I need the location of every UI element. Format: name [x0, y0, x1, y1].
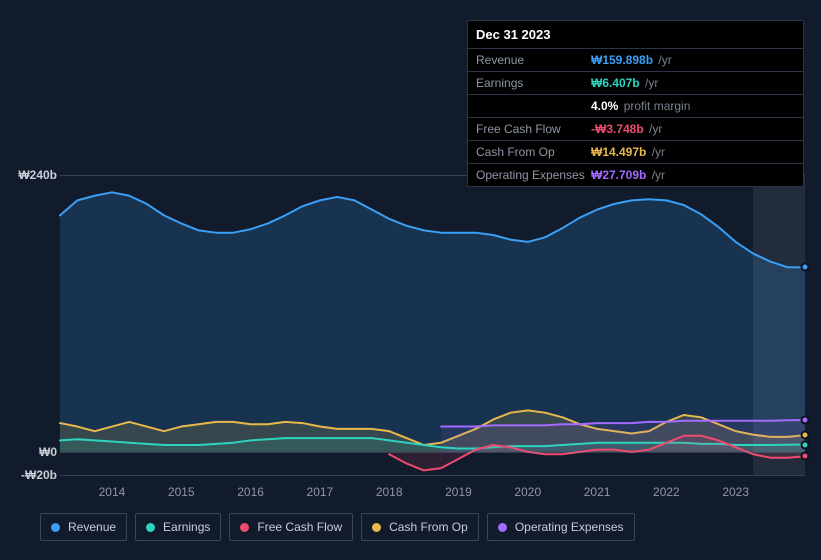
legend-swatch-icon: [146, 523, 155, 532]
x-tick-label: 2016: [237, 485, 264, 499]
legend-label: Free Cash Flow: [257, 520, 342, 534]
legend-label: Earnings: [163, 520, 210, 534]
legend-label: Operating Expenses: [515, 520, 624, 534]
tooltip-row: Free Cash Flow-₩3.748b /yr: [468, 117, 803, 140]
tooltip-unit: /yr: [646, 122, 663, 136]
x-tick-label: 2015: [168, 485, 195, 499]
tooltip-label: Revenue: [476, 53, 591, 67]
chart-tooltip: Dec 31 2023 Revenue₩159.898b /yrEarnings…: [467, 20, 804, 187]
tooltip-unit: /yr: [642, 76, 659, 90]
legend-item[interactable]: Revenue: [40, 513, 127, 541]
legend-item[interactable]: Cash From Op: [361, 513, 479, 541]
tooltip-row: Earnings₩6.407b /yr: [468, 71, 803, 94]
tooltip-extra-value: 4.0%: [591, 99, 618, 113]
y-tick-label: ₩0: [15, 445, 57, 459]
tooltip-label: Earnings: [476, 76, 591, 90]
x-tick-label: 2023: [722, 485, 749, 499]
legend-swatch-icon: [240, 523, 249, 532]
chart-svg: [60, 175, 805, 475]
gridline: [60, 452, 805, 453]
series-end-marker: [801, 431, 810, 440]
tooltip-row: Operating Expenses₩27.709b /yr: [468, 163, 803, 186]
legend-item[interactable]: Earnings: [135, 513, 221, 541]
tooltip-unit: /yr: [648, 168, 665, 182]
x-tick-label: 2019: [445, 485, 472, 499]
x-tick-label: 2020: [514, 485, 541, 499]
legend-item[interactable]: Free Cash Flow: [229, 513, 353, 541]
legend-label: Cash From Op: [389, 520, 468, 534]
tooltip-value: ₩14.497b: [591, 145, 646, 159]
series-end-marker: [801, 415, 810, 424]
tooltip-unit: /yr: [655, 53, 672, 67]
tooltip-label: Free Cash Flow: [476, 122, 591, 136]
tooltip-label: Operating Expenses: [476, 168, 591, 182]
legend-swatch-icon: [51, 523, 60, 532]
gridline: [60, 475, 805, 476]
legend-swatch-icon: [498, 523, 507, 532]
y-tick-label: -₩20b: [15, 468, 57, 482]
legend-label: Revenue: [68, 520, 116, 534]
tooltip-value: ₩159.898b: [591, 53, 653, 67]
legend-item[interactable]: Operating Expenses: [487, 513, 635, 541]
y-tick-label: ₩240b: [15, 168, 57, 182]
tooltip-unit: /yr: [648, 145, 665, 159]
series-end-marker: [801, 440, 810, 449]
tooltip-value: ₩27.709b: [591, 168, 646, 182]
tooltip-row: Cash From Op₩14.497b /yr: [468, 140, 803, 163]
tooltip-value: -₩3.748b: [591, 122, 644, 136]
x-tick-label: 2017: [307, 485, 334, 499]
x-axis: 2014 2015 2016 2017 2018 2019 2020 2021 2022 2023: [60, 485, 805, 503]
tooltip-extra-label: profit margin: [620, 99, 690, 113]
tooltip-row: Revenue₩159.898b /yr: [468, 48, 803, 71]
tooltip-value: ₩6.407b: [591, 76, 640, 90]
tooltip-label: Cash From Op: [476, 145, 591, 159]
tooltip-title: Dec 31 2023: [468, 21, 803, 48]
x-tick-label: 2022: [653, 485, 680, 499]
x-tick-label: 2014: [99, 485, 126, 499]
series-end-marker: [801, 452, 810, 461]
chart-legend: Revenue Earnings Free Cash Flow Cash From O…: [40, 513, 635, 541]
financials-chart[interactable]: ₩240b ₩0 -₩20b 2014 2015 2016 2017 2018 2019 202…: [15, 160, 805, 540]
tooltip-row: 4.0% profit margin: [468, 94, 803, 117]
x-tick-label: 2018: [376, 485, 403, 499]
series-end-marker: [801, 263, 810, 272]
x-tick-label: 2021: [584, 485, 611, 499]
legend-swatch-icon: [372, 523, 381, 532]
